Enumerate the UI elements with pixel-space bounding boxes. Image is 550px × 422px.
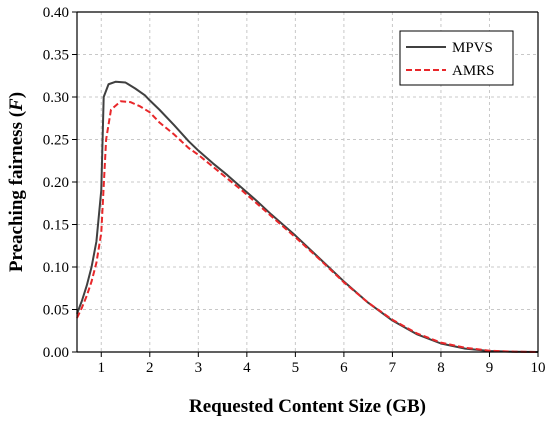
x-axis-title: Requested Content Size (GB) [189,396,426,417]
y-axis-title-text: Preaching fairness ( [6,111,27,272]
legend: MPVS AMRS [399,30,514,86]
y-axis-title-close: ) [6,92,27,98]
y-tick-label: 0.25 [43,133,69,149]
legend-label-mpvs: MPVS [452,40,493,56]
x-tick-label: 5 [292,360,300,376]
y-tick-label: 0.35 [43,48,69,64]
y-axis-title-symbol: F [6,98,27,112]
x-tick-label: 2 [146,360,154,376]
legend-box [399,30,514,86]
y-axis-title: Preaching fairness (F) [6,92,27,272]
x-tick-label: 10 [531,360,546,376]
legend-label-amrs: AMRS [452,63,495,79]
series-line-amrs [76,100,539,353]
tick-labels: 1 2 3 4 5 6 7 8 9 10 0.00 0.05 0.10 0.15 0.20 0.25 0.30 0… [43,5,546,376]
x-tick-label: 7 [389,360,397,376]
y-tick-label: 0.15 [43,218,69,234]
y-tick-label: 0.20 [43,175,69,191]
y-tick-label: 0.00 [43,345,69,361]
axes [72,11,539,357]
y-tick-label: 0.05 [43,303,69,319]
y-tick-label: 0.10 [43,260,69,276]
x-tick-label: 1 [98,360,106,376]
x-tick-label: 4 [243,360,251,376]
x-tick-label: 3 [195,360,203,376]
y-tick-label: 0.40 [43,5,69,21]
series-lines [76,80,539,353]
x-tick-label: 9 [486,360,494,376]
x-tick-label: 6 [340,360,348,376]
x-tick-label: 8 [437,360,445,376]
y-tick-label: 0.30 [43,90,69,106]
